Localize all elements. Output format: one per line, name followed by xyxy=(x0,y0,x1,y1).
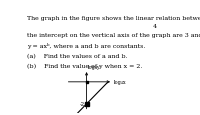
Text: (b)    Find the value of y when x = 2.: (b) Find the value of y when x = 2. xyxy=(27,63,142,69)
Text: (a)    Find the values of a and b.: (a) Find the values of a and b. xyxy=(27,54,127,59)
Text: log₄y: log₄y xyxy=(88,64,100,69)
Text: -2: -2 xyxy=(80,101,85,106)
Text: log₄x: log₄x xyxy=(114,80,126,85)
Text: y = axᵇ, where a and b are constants.: y = axᵇ, where a and b are constants. xyxy=(27,42,145,48)
Text: the intercept on the vertical axis of the graph are 3 and −2 respectively.  It i: the intercept on the vertical axis of th… xyxy=(27,32,200,37)
Text: 4: 4 xyxy=(27,24,157,29)
Text: The graph in the figure shows the linear relation between log₄ x and log₄ y.  Th: The graph in the figure shows the linear… xyxy=(27,16,200,21)
